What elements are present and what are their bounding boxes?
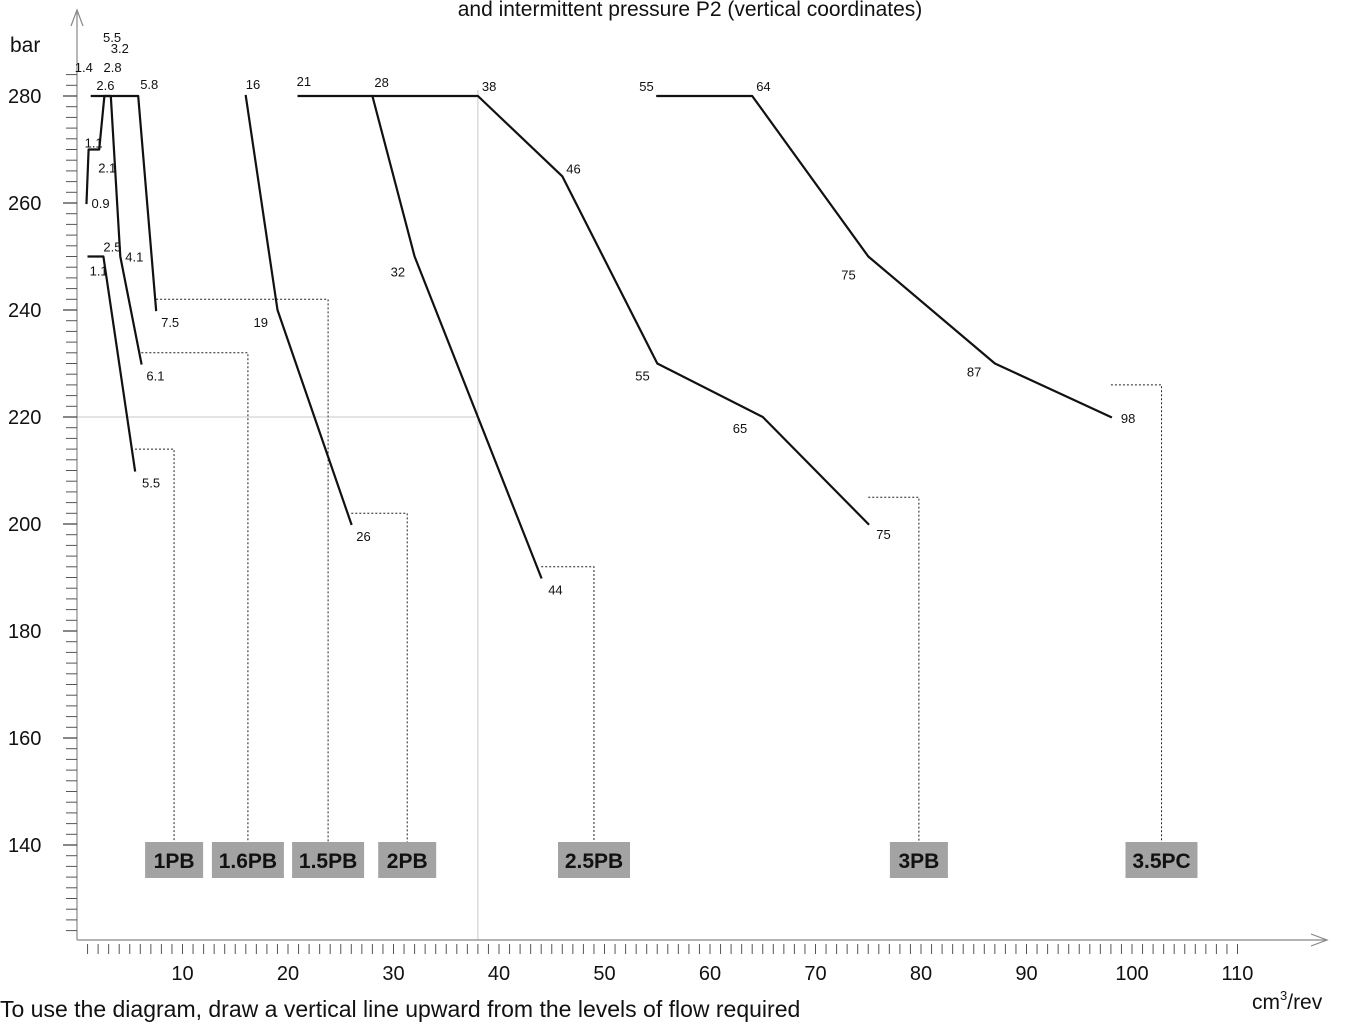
- threshold-line-1.6PB: [141, 352, 249, 842]
- threshold-line-1PB: [135, 448, 175, 842]
- model-box-2PB: [378, 842, 437, 878]
- series-line-1PB: [87, 255, 137, 472]
- point-label: 1.1: [85, 136, 103, 151]
- point-label: 21: [297, 74, 311, 89]
- model-box-label: 1PB: [154, 850, 195, 873]
- x-tick-label: 80: [910, 963, 932, 985]
- threshold-line-2PB: [351, 512, 408, 842]
- point-label: 5.5: [142, 476, 160, 491]
- caption: To use the diagram, draw a vertical line…: [0, 996, 801, 1022]
- model-box-1PB: [145, 842, 204, 878]
- series-line-3PB: [371, 94, 870, 526]
- point-label: 32: [391, 265, 405, 280]
- x-tick-label: 110: [1222, 963, 1254, 985]
- y-tick-label: 180: [8, 621, 41, 643]
- model-box-label: 2.5PB: [565, 850, 623, 873]
- reference-lines: [77, 90, 479, 940]
- point-label: 16: [246, 77, 260, 92]
- point-label: 75: [841, 268, 855, 283]
- point-label: 4.1: [125, 250, 143, 265]
- point-label: 3.2: [111, 41, 129, 56]
- series-lines: [85, 94, 1113, 579]
- x-tick-label: 60: [699, 963, 721, 985]
- point-label: 26: [356, 529, 370, 544]
- threshold-dotted-lines: [135, 298, 1163, 842]
- model-box-label: 1.6PB: [219, 850, 277, 873]
- y-tick-label: 200: [8, 514, 41, 536]
- point-label: 65: [733, 421, 747, 436]
- y-tick-label: 220: [8, 407, 41, 429]
- y-tick-label: 240: [8, 300, 41, 322]
- model-boxes: 1PB 1.6PB 1.5PB 2PB 2.5PB 3PB 3.5PC: [145, 842, 1198, 878]
- x-tick-label: 100: [1115, 963, 1148, 985]
- threshold-line-1.5PB: [156, 298, 329, 842]
- y-tick-label: 140: [8, 835, 41, 857]
- threshold-line-3.5PC: [1110, 384, 1163, 842]
- x-tick-label: 90: [1015, 963, 1037, 985]
- point-label: 2.1: [98, 161, 116, 176]
- point-labels: 1.1 2.5 5.5 0.9 1.1 2.1 2.6 3.2 4.1 6.1 1.4 2.8 5.5 5…: [75, 30, 1136, 598]
- point-label: 7.5: [161, 315, 179, 330]
- point-label: 1.4: [75, 60, 93, 75]
- model-box-label: 3.5PC: [1132, 850, 1190, 873]
- x-ticks: 10 20 30 40 50 60 70 80 90 100 110: [87, 944, 1254, 985]
- x-tick-label: 70: [804, 963, 826, 985]
- y-tick-label: 280: [8, 86, 41, 108]
- point-label: 55: [639, 79, 653, 94]
- x-axis-label: cm3/rev: [1252, 988, 1323, 1014]
- x-tick-label: 30: [382, 963, 404, 985]
- threshold-line-3PB: [868, 496, 920, 842]
- point-label: 28: [374, 75, 388, 90]
- model-box-3.5PC: [1125, 842, 1198, 878]
- x-tick-label: 40: [488, 963, 510, 985]
- x-tick-label: 20: [277, 963, 299, 985]
- model-box-label: 2PB: [387, 850, 428, 873]
- x-tick-label: 10: [171, 963, 193, 985]
- model-box-2.5PB: [558, 842, 630, 878]
- point-label: 6.1: [146, 369, 164, 384]
- point-label: 75: [876, 527, 890, 542]
- point-label: 2.8: [104, 60, 122, 75]
- point-label: 1.1: [90, 264, 108, 279]
- point-label: 0.9: [92, 196, 110, 211]
- point-label: 5.5: [103, 30, 121, 45]
- x-tick-label: 50: [593, 963, 615, 985]
- model-box-label: 3PB: [898, 850, 939, 873]
- point-label: 2.6: [96, 78, 114, 93]
- point-label: 44: [548, 583, 562, 598]
- point-label: 46: [566, 161, 580, 176]
- y-tick-label: 160: [8, 728, 41, 750]
- series-line-2.5PB: [297, 94, 543, 579]
- model-box-label: 1.5PB: [299, 850, 357, 873]
- chart-title: and intermittent pressure P2 (vertical c…: [458, 0, 923, 21]
- point-label: 19: [254, 315, 268, 330]
- threshold-line-2.5PB: [541, 566, 595, 842]
- y-tick-label: 260: [8, 193, 41, 215]
- model-box-1.5PB: [292, 842, 365, 878]
- point-label: 38: [482, 79, 496, 94]
- point-label: 5.8: [140, 77, 158, 92]
- model-box-1.6PB: [211, 842, 284, 878]
- model-box-3PB: [889, 842, 948, 878]
- y-ticks: 140 160 180 200 220 240 260 280: [8, 74, 77, 932]
- point-label: 55: [635, 369, 649, 384]
- point-label: 87: [967, 365, 981, 380]
- x-axis-arrow: [1310, 933, 1329, 947]
- axes: [70, 8, 1329, 947]
- point-label: 64: [756, 79, 770, 94]
- y-axis-label: bar: [10, 34, 40, 57]
- y-axis-arrow: [70, 8, 84, 27]
- series-line-3.5PC: [656, 94, 1113, 419]
- x-axis-label-text: cm3/rev: [1252, 988, 1323, 1014]
- point-label: 2.5: [103, 240, 121, 255]
- point-label: 98: [1121, 411, 1135, 426]
- series-line-1.5PB: [90, 94, 158, 312]
- series-line-2PB: [244, 94, 353, 526]
